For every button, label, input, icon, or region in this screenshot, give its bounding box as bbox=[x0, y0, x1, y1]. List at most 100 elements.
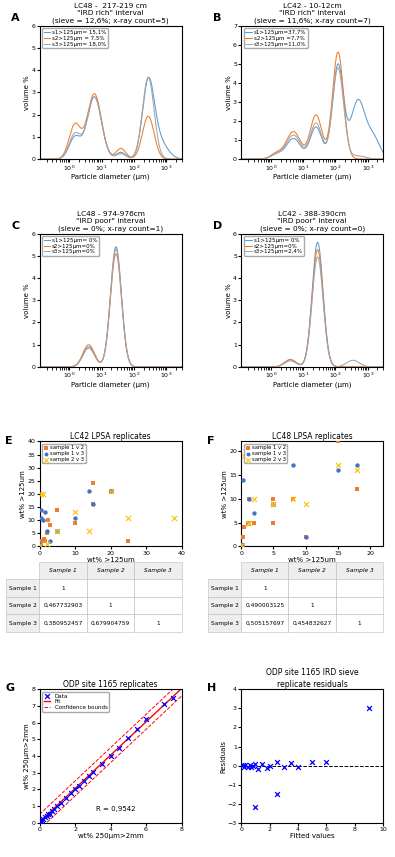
Line: s1>125μm= 0%: s1>125μm= 0% bbox=[37, 247, 198, 367]
sample 2 v 3 bbox=[241, 449, 248, 463]
s1>125μm= 0% bbox=[330, 359, 335, 369]
s3>125μm=0% bbox=[137, 362, 142, 372]
Line: s2>125μm=0%: s2>125μm=0% bbox=[37, 254, 198, 367]
sample 1 v 2 bbox=[90, 498, 96, 512]
X-axis label: Particle diameter (μm): Particle diameter (μm) bbox=[273, 382, 352, 388]
Data bbox=[68, 786, 75, 800]
sample 1 v 3 bbox=[90, 498, 96, 512]
X-axis label: wt% >125um: wt% >125um bbox=[288, 557, 336, 563]
s3>125μm=0% bbox=[128, 359, 133, 369]
Point bbox=[248, 761, 254, 775]
s2>125μm = 7,5% bbox=[157, 147, 162, 158]
s2>125μm =7,7% bbox=[330, 90, 335, 100]
s3>125μm=11,0% bbox=[336, 63, 340, 73]
s1>125μm=37,7% bbox=[375, 136, 380, 147]
s2>125μm =7,7% bbox=[375, 154, 380, 165]
Text: E: E bbox=[6, 436, 13, 446]
Line: s3>125μm= 18,0%: s3>125μm= 18,0% bbox=[37, 77, 198, 159]
s3>125μm=2,4% bbox=[339, 361, 344, 371]
sample 1 v 3 bbox=[37, 537, 43, 551]
Text: D: D bbox=[213, 221, 222, 231]
Y-axis label: wt% >125um: wt% >125um bbox=[20, 470, 26, 518]
Point bbox=[295, 761, 301, 775]
Line: s1>125μm=37,7%: s1>125μm=37,7% bbox=[239, 63, 395, 159]
s2>125μm =7,7% bbox=[336, 47, 340, 57]
Legend: Data, Fit, Confidence bounds: Data, Fit, Confidence bounds bbox=[42, 692, 109, 711]
sample 1 v 2 bbox=[43, 526, 50, 540]
s1>125μm= 0% bbox=[114, 242, 118, 252]
sample 2 v 3 bbox=[54, 524, 60, 537]
Text: H: H bbox=[207, 683, 216, 692]
sample 1 v 2 bbox=[241, 520, 248, 534]
s3>125μm= 18,0% bbox=[128, 153, 133, 163]
s3>125μm= 18,0% bbox=[133, 148, 137, 159]
sample 1 v 2 bbox=[37, 537, 43, 551]
Data bbox=[107, 749, 114, 763]
sample 1 v 2 bbox=[54, 503, 60, 517]
X-axis label: Fitted values: Fitted values bbox=[290, 833, 335, 839]
sample 1 v 3 bbox=[38, 503, 44, 517]
X-axis label: Particle diameter (μm): Particle diameter (μm) bbox=[273, 174, 352, 181]
s3>125μm=2,4% bbox=[246, 362, 251, 372]
s1>125μm= 0% bbox=[236, 362, 241, 372]
Legend: sample 1 v 2, sample 1 v 3, sample 2 v 3: sample 1 v 2, sample 1 v 3, sample 2 v 3 bbox=[244, 444, 288, 464]
Point bbox=[266, 758, 273, 772]
Data bbox=[37, 815, 43, 829]
s3>125μm=0% bbox=[196, 362, 201, 372]
Point bbox=[263, 762, 270, 776]
Line: s1>125μm= 15,1%: s1>125μm= 15,1% bbox=[37, 77, 198, 159]
s2>125μm=0% bbox=[174, 362, 179, 372]
sample 1 v 2 bbox=[354, 482, 361, 496]
s3>125μm=0% bbox=[35, 362, 40, 372]
sample 2 v 3 bbox=[37, 538, 43, 552]
s1>125μm=37,7% bbox=[236, 154, 241, 165]
s2>125μm=0% bbox=[339, 362, 344, 372]
Point bbox=[259, 757, 265, 770]
Point bbox=[280, 761, 287, 775]
s1>125μm= 15,1% bbox=[45, 154, 49, 165]
sample 2 v 3 bbox=[38, 487, 44, 500]
sample 1 v 3 bbox=[303, 530, 309, 543]
sample 2 v 3 bbox=[245, 516, 251, 530]
s2>125μm = 7,5% bbox=[92, 88, 97, 99]
Title: LC42 - 10-12cm
"IRD rich" interval
(sieve = 11,6%; x-ray count=7): LC42 - 10-12cm "IRD rich" interval (siev… bbox=[254, 3, 371, 25]
Y-axis label: wt% >125um: wt% >125um bbox=[222, 470, 228, 518]
s1>125μm= 15,1% bbox=[137, 127, 142, 137]
s2>125μm=0% bbox=[330, 359, 335, 369]
sample 1 v 2 bbox=[47, 518, 53, 532]
s2>125μm=0% bbox=[35, 362, 40, 372]
Y-axis label: volume %: volume % bbox=[24, 75, 30, 110]
sample 2 v 3 bbox=[43, 537, 50, 551]
Data bbox=[75, 779, 82, 793]
sample 1 v 3 bbox=[38, 511, 44, 524]
sample 1 v 2 bbox=[245, 516, 251, 530]
s2>125μm = 7,5% bbox=[128, 153, 133, 163]
X-axis label: wt% >125um: wt% >125um bbox=[87, 557, 134, 563]
Data bbox=[47, 806, 53, 820]
Y-axis label: volume %: volume % bbox=[24, 283, 30, 318]
sample 1 v 3 bbox=[86, 484, 92, 498]
Y-axis label: volume %: volume % bbox=[226, 283, 231, 318]
sample 1 v 2 bbox=[270, 492, 276, 506]
Line: s2>125μm = 7,5%: s2>125μm = 7,5% bbox=[37, 93, 198, 159]
sample 1 v 3 bbox=[107, 484, 114, 498]
Legend: s1>125μm=37,7%, s2>125μm =7,7%, s3>125μm=11,0%: s1>125μm=37,7%, s2>125μm =7,7%, s3>125μm… bbox=[244, 28, 308, 48]
s3>125μm= 18,0% bbox=[35, 154, 40, 165]
Data bbox=[41, 810, 48, 824]
sample 1 v 3 bbox=[245, 516, 251, 530]
sample 1 v 2 bbox=[107, 484, 114, 498]
sample 1 v 3 bbox=[246, 492, 252, 506]
Data bbox=[39, 813, 45, 827]
sample 1 v 2 bbox=[40, 535, 46, 548]
s2>125μm=0% bbox=[335, 362, 339, 372]
s2>125μm =7,7% bbox=[339, 68, 344, 78]
s1>125μm= 15,1% bbox=[128, 153, 133, 163]
Text: A: A bbox=[11, 13, 20, 23]
Y-axis label: volume %: volume % bbox=[226, 75, 231, 110]
Y-axis label: Residuals: Residuals bbox=[220, 740, 226, 772]
Data bbox=[40, 812, 46, 826]
s3>125μm= 18,0% bbox=[157, 141, 162, 152]
sample 2 v 3 bbox=[72, 506, 78, 519]
sample 2 v 3 bbox=[246, 516, 252, 530]
s2>125μm =7,7% bbox=[246, 154, 251, 165]
